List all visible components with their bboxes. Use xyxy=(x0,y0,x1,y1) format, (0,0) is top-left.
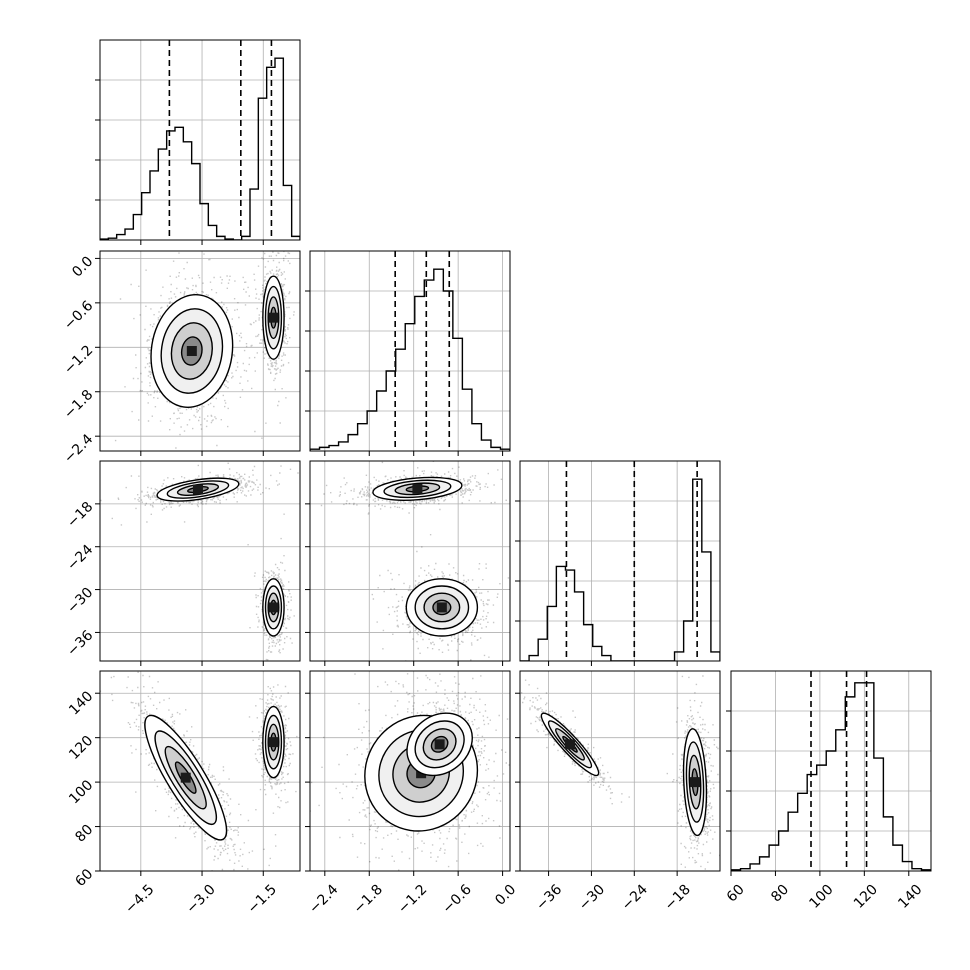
density-peak-bin xyxy=(436,602,447,613)
density-panel-3-0 xyxy=(100,671,300,871)
panel-frame xyxy=(519,460,721,662)
x-tick-label: −18 xyxy=(662,882,694,914)
density-peak-bin xyxy=(268,602,279,613)
density-peak-bin xyxy=(565,739,575,750)
x-tick-label: 140 xyxy=(895,882,925,912)
x-tick-label: −1.2 xyxy=(395,882,430,917)
histogram-panel-0 xyxy=(100,40,300,240)
density-panel-1-0 xyxy=(100,251,300,451)
x-tick-label: −4.5 xyxy=(122,882,157,917)
y-tick-label: 120 xyxy=(66,733,96,763)
y-tick-label: −18 xyxy=(64,499,96,531)
x-tick-label: −0.6 xyxy=(440,882,475,917)
histogram-step-3 xyxy=(731,682,931,871)
x-tick-label: −1.5 xyxy=(245,882,280,917)
y-tick-label: −1.8 xyxy=(61,387,96,422)
panel-frame xyxy=(99,250,301,452)
histogram-step-1 xyxy=(310,268,510,451)
y-tick-label: −24 xyxy=(64,542,96,574)
x-tick-label: −1.8 xyxy=(351,882,386,917)
x-tick-label: 60 xyxy=(724,882,748,906)
x-tick-label: 0.0 xyxy=(492,882,519,909)
density-panel-2-1 xyxy=(310,461,510,661)
y-tick-label: −0.6 xyxy=(61,298,96,333)
density-peak-bin xyxy=(690,777,700,788)
y-tick-label: −36 xyxy=(64,627,96,659)
panel-frame xyxy=(309,460,511,662)
histogram-step-0 xyxy=(100,57,300,240)
histogram-panel-2 xyxy=(520,461,720,661)
density-peak-bin xyxy=(180,772,191,783)
histogram-step-2 xyxy=(520,478,720,661)
histogram-panel-3 xyxy=(731,671,931,871)
density-peak-bin xyxy=(434,739,445,750)
y-tick-label: −2.4 xyxy=(61,431,96,466)
density-peak-bin xyxy=(186,346,197,356)
panel-frame xyxy=(99,670,301,872)
x-tick-label: 80 xyxy=(768,882,792,906)
panel-frame xyxy=(99,460,301,662)
x-tick-label: −3.0 xyxy=(183,882,218,917)
panel-frame xyxy=(309,250,511,452)
x-tick-label: −36 xyxy=(533,882,565,914)
density-peak-bin xyxy=(268,737,279,748)
density-peak-bin xyxy=(412,483,423,494)
panel-frame xyxy=(730,670,932,872)
y-tick-label: −30 xyxy=(64,585,96,617)
density-peak-bin xyxy=(268,312,279,323)
panel-frame xyxy=(99,39,301,241)
y-tick-label: 0.0 xyxy=(69,253,96,280)
x-tick-label: −2.4 xyxy=(306,882,341,917)
y-tick-label: −1.2 xyxy=(61,342,96,377)
panel-frame xyxy=(519,670,721,872)
x-tick-label: 100 xyxy=(806,882,836,912)
y-tick-label: 80 xyxy=(72,822,96,846)
panel-frame xyxy=(309,670,511,872)
density-panel-3-1 xyxy=(310,671,510,871)
y-tick-label: 100 xyxy=(66,777,96,807)
x-tick-label: 120 xyxy=(851,882,881,912)
histogram-panel-1 xyxy=(310,251,510,451)
x-tick-label: −30 xyxy=(576,882,608,914)
density-peak-bin xyxy=(192,484,203,495)
y-tick-label: 60 xyxy=(72,866,96,890)
y-tick-label: 140 xyxy=(66,688,96,718)
density-panel-2-0 xyxy=(100,461,300,661)
density-panel-3-2 xyxy=(520,671,720,871)
x-tick-label: −24 xyxy=(619,882,651,914)
